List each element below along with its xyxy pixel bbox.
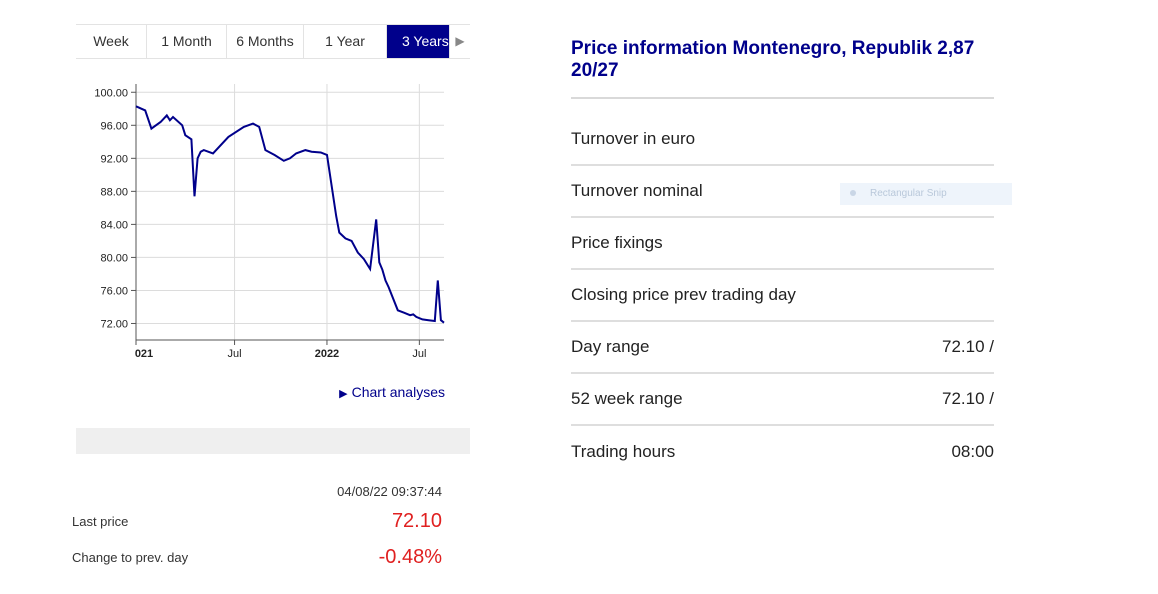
last-price-value: 72.10: [391, 510, 442, 532]
y-tick-label: 84.00: [100, 219, 128, 231]
snip-icon: [850, 190, 856, 197]
title-divider: [571, 97, 994, 99]
row-label: Closing price prev trading day: [571, 285, 796, 304]
price-series-line: [135, 105, 445, 324]
timestamp: 04/08/22 09:37:44: [337, 484, 442, 499]
page-title: Price information Montenegro, Republik 2…: [571, 38, 975, 81]
tab-1-year[interactable]: 1 Year: [304, 25, 387, 58]
row-value: 08:00: [951, 442, 994, 461]
tab-6-months[interactable]: 6 Months: [227, 25, 304, 58]
chart-analyses-label: Chart analyses: [351, 384, 445, 400]
triangle-right-icon[interactable]: ▶: [450, 25, 470, 58]
x-tick-label: Jul: [412, 348, 426, 360]
row-value: 72.10 /: [942, 337, 994, 356]
row-price-fixings: Price fixings: [571, 218, 994, 270]
row-label: Trading hours: [571, 442, 676, 461]
y-tick-label: 76.00: [100, 285, 128, 297]
row-52-week-range: 52 week range 72.10 /: [571, 374, 994, 426]
snip-label: Rectangular Snip: [870, 188, 947, 199]
y-tick-label: 72.00: [100, 318, 128, 330]
change-label: Change to prev. day: [72, 550, 189, 565]
x-tick-label: 2022: [315, 348, 339, 360]
triangle-right-icon: ▶: [339, 388, 348, 400]
row-label: 52 week range: [571, 389, 683, 408]
price-chart: 72.00 76.00 80.00 84.00 88.00 92.00 96.00 100.0…: [76, 76, 470, 366]
row-turnover-euro: Turnover in euro: [571, 114, 994, 166]
row-trading-hours: Trading hours 08:00: [571, 426, 994, 478]
y-tick-label: 80.00: [100, 252, 128, 264]
tab-3-years[interactable]: 3 Years: [387, 25, 450, 58]
row-label: Turnover in euro: [571, 129, 696, 148]
y-tick-label: 100.00: [94, 87, 128, 99]
x-tick-label: Jul: [228, 348, 242, 360]
section-divider: [76, 428, 470, 454]
row-closing-prev: Closing price prev trading day: [571, 270, 994, 322]
y-tick-label: 88.00: [100, 186, 128, 198]
x-tick-label: 021: [135, 348, 153, 360]
row-label: Price fixings: [571, 233, 663, 252]
rectangular-snip-overlay[interactable]: Rectangular Snip: [840, 183, 1012, 205]
change-row: Change to prev. day -0.48%: [72, 546, 442, 569]
change-value: -0.48%: [378, 546, 442, 568]
row-value: 72.10 /: [942, 389, 994, 408]
tab-1-month[interactable]: 1 Month: [147, 25, 227, 58]
price-chart-svg: 72.00 76.00 80.00 84.00 88.00 92.00 96.00 100.0…: [94, 84, 445, 360]
row-label: Day range: [571, 337, 650, 356]
y-tick-label: 96.00: [100, 120, 128, 132]
last-price-row: Last price 72.10: [72, 510, 442, 533]
tab-week[interactable]: Week: [76, 25, 147, 58]
period-tabs: Week 1 Month 6 Months 1 Year 3 Years ▶: [76, 24, 470, 59]
row-label: Turnover nominal: [571, 181, 703, 200]
last-price-label: Last price: [72, 514, 129, 529]
y-tick-label: 92.00: [100, 153, 128, 165]
chart-analyses-link[interactable]: ▶ Chart analyses: [339, 384, 445, 400]
row-day-range: Day range 72.10 /: [571, 322, 994, 374]
row-turnover-nominal: Turnover nominal: [571, 166, 994, 218]
